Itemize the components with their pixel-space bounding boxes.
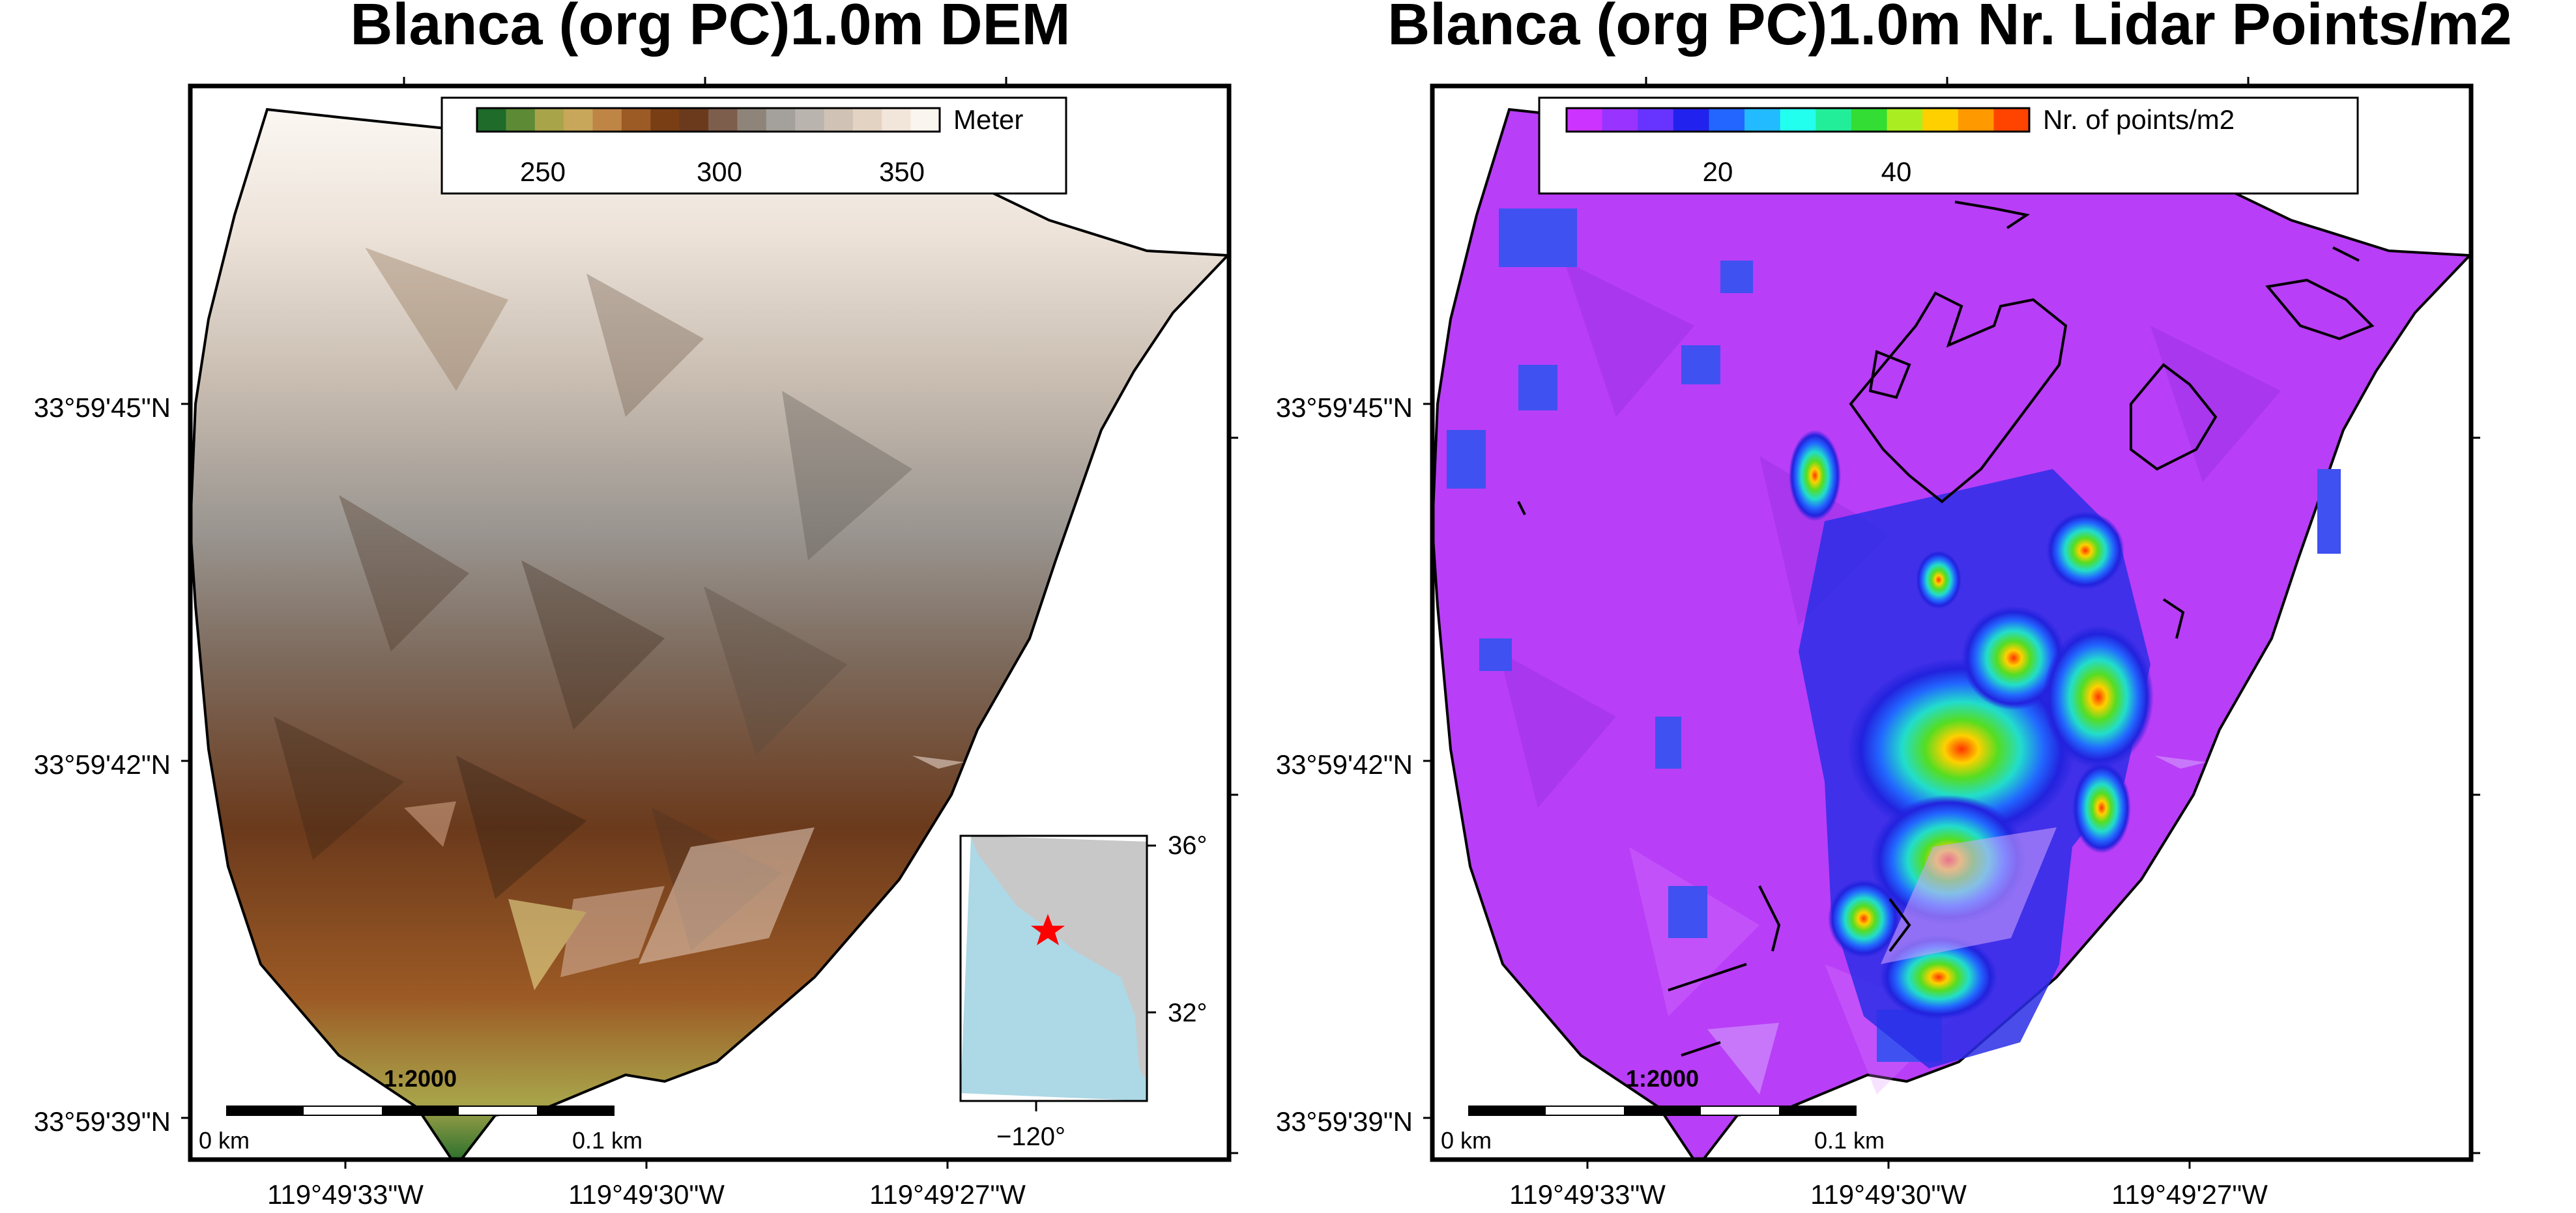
dem-colorbar-swatch xyxy=(534,108,564,132)
dem-scale-bar: 1:2000 0 km 0.1 km xyxy=(199,1065,643,1154)
inset-location-star xyxy=(1031,914,1065,945)
lidar-colorbar-swatch xyxy=(1780,108,1816,132)
lidar-scale-start: 0 km xyxy=(1441,1127,1492,1154)
dem-lat-label: 33°59'39"N xyxy=(34,1106,171,1137)
dem-highlights xyxy=(404,756,964,990)
lidar-contours xyxy=(1517,201,2375,1057)
dem-colorbar-swatch xyxy=(910,108,940,132)
dem-colorbar-swatch xyxy=(766,108,796,132)
lidar-colorbar: Nr. of points/m2 20 40 xyxy=(1538,96,2359,195)
dem-colorbar-tick: 300 xyxy=(697,156,742,187)
dem-colorbar-swatch xyxy=(882,108,912,132)
dem-panel: Blanca (org PC)1.0m DEM xyxy=(34,0,1238,1210)
dem-scale-ratio: 1:2000 xyxy=(384,1065,457,1092)
lidar-lat-label: 33°59'39"N xyxy=(1276,1106,1413,1137)
lidar-colorbar-swatch xyxy=(1744,108,1781,132)
dem-colorbar-swatch xyxy=(564,108,594,132)
dem-colorbar-swatch xyxy=(708,108,738,132)
lidar-colorbar-swatch xyxy=(1816,108,1852,132)
dem-colorbar-swatch xyxy=(477,108,506,132)
dem-map-frame xyxy=(188,83,1232,1162)
lidar-colorbar-swatch xyxy=(1958,108,1994,132)
lidar-axes xyxy=(1423,77,2480,1169)
inset-lat-label: 32° xyxy=(1168,999,1208,1027)
lidar-lat-label: 33°59'42"N xyxy=(1276,749,1413,780)
lidar-scale-bar: 1:2000 0 km 0.1 km xyxy=(1441,1065,1885,1154)
dem-colorbar-swatch xyxy=(795,108,825,132)
lidar-lon-label: 119°49'27"W xyxy=(2111,1179,2268,1210)
lidar-colorbar-tick: 40 xyxy=(1881,156,1912,187)
dem-colorbar-swatch xyxy=(824,108,854,132)
dem-lon-label: 119°49'30"W xyxy=(568,1179,725,1210)
lidar-lon-label: 119°49'33"W xyxy=(1509,1179,1666,1210)
lidar-colorbar-swatch xyxy=(1922,108,1959,132)
lidar-scale-ratio: 1:2000 xyxy=(1626,1065,1699,1092)
lidar-colorbar-swatch xyxy=(1709,108,1745,132)
dem-lon-label: 119°49'33"W xyxy=(267,1179,424,1210)
lidar-facet-highlights xyxy=(1707,756,2207,1094)
dem-colorbar-label: Meter xyxy=(953,104,1023,135)
dem-scale-start: 0 km xyxy=(199,1127,250,1154)
dem-title: Blanca (org PC)1.0m DEM xyxy=(350,0,1070,57)
lidar-scale-end: 0.1 km xyxy=(1814,1127,1885,1154)
lidar-lat-label: 33°59'45"N xyxy=(1276,392,1413,423)
dem-colorbar-tick: 350 xyxy=(879,156,925,187)
lidar-colorbar-label: Nr. of points/m2 xyxy=(2043,104,2235,135)
lidar-map-frame xyxy=(1430,83,2474,1162)
inset-land xyxy=(971,836,1147,1081)
dem-colorbar-swatch xyxy=(650,108,680,132)
lidar-colorbar-swatch xyxy=(1638,108,1674,132)
dem-colorbar-tick: 250 xyxy=(520,156,566,187)
dem-colorbar-swatch xyxy=(852,108,882,132)
lidar-low-density-patches xyxy=(1447,208,2341,1062)
lidar-colorbar-swatch xyxy=(1851,108,1888,132)
lidar-colorbar-swatch xyxy=(1602,108,1638,132)
lidar-colorbar-swatch xyxy=(1567,108,1603,132)
dem-colorbar-swatch xyxy=(621,108,651,132)
dem-scale-end: 0.1 km xyxy=(572,1127,643,1154)
dem-lat-label: 33°59'45"N xyxy=(34,392,171,423)
inset-lat-label: 36° xyxy=(1168,831,1208,860)
dem-colorbar-swatch xyxy=(592,108,622,132)
lidar-lon-label: 119°49'30"W xyxy=(1810,1179,1967,1210)
inset-lon-label: −120° xyxy=(996,1122,1065,1151)
lidar-colorbar-swatch xyxy=(1993,108,2030,132)
lidar-colorbar-swatch xyxy=(1887,108,1923,132)
inset-map: 36° 32° −120° xyxy=(959,831,1208,1151)
dem-lat-label: 33°59'42"N xyxy=(34,749,171,780)
dem-axes xyxy=(181,77,1238,1169)
dem-colorbar: Meter 250 300 350 xyxy=(441,96,1067,195)
lidar-colorbar-swatch xyxy=(1673,108,1709,132)
dem-colorbar-swatch xyxy=(679,108,709,132)
lidar-density-panel: Blanca (org PC)1.0m Nr. Lidar Points/m2 xyxy=(1276,0,2512,1210)
lidar-colorbar-tick: 20 xyxy=(1703,156,1733,187)
lidar-title: Blanca (org PC)1.0m Nr. Lidar Points/m2 xyxy=(1387,0,2511,57)
dem-colorbar-swatch xyxy=(737,108,767,132)
dem-lon-label: 119°49'27"W xyxy=(869,1179,1026,1210)
dem-colorbar-swatch xyxy=(506,108,536,132)
